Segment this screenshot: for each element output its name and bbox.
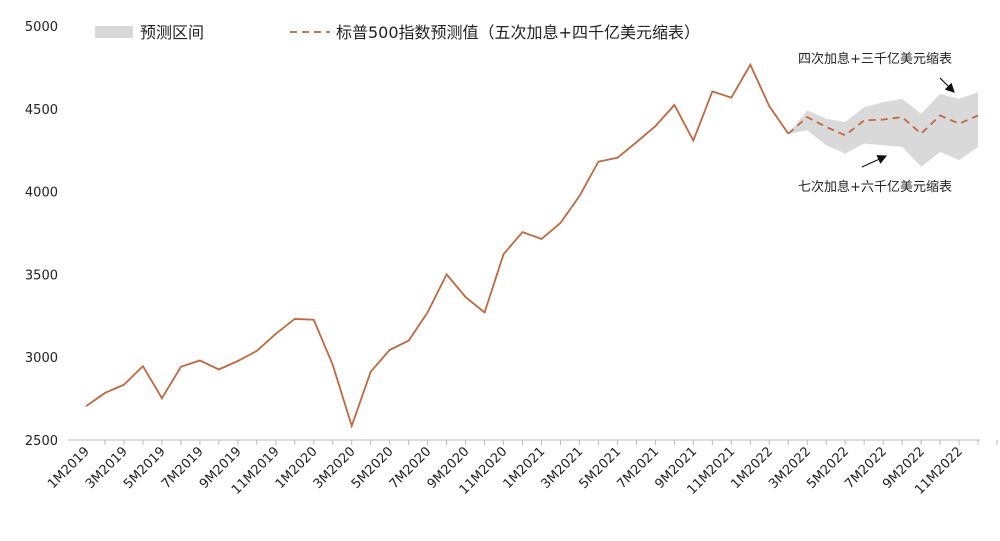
y-tick-label: 3500 (25, 268, 58, 283)
y-tick-label: 3000 (25, 351, 58, 366)
legend-label: 标普500指数预测值（五次加息+四千亿美元缩表） (336, 23, 700, 42)
annotation: 七次加息+六千亿美元缩表 (798, 179, 952, 195)
y-tick-label: 4500 (25, 103, 58, 118)
forecast-band (788, 92, 979, 167)
series-line (787, 114, 979, 137)
legend-label: 预测区间 (140, 23, 204, 42)
arrow (939, 77, 955, 93)
annotation: 四次加息+三千亿美元缩表 (798, 51, 952, 67)
arrow (861, 155, 888, 168)
y-tick-label: 2500 (25, 434, 58, 449)
y-tick-label: 5000 (25, 20, 58, 35)
y-tick-label: 4000 (25, 186, 58, 201)
series-line (85, 62, 790, 429)
legend-swatch (95, 26, 133, 38)
